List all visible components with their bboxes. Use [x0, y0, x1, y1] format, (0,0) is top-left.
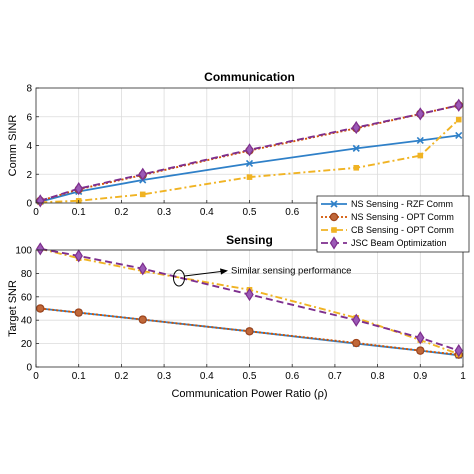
communication-series	[36, 98, 463, 208]
comm-xtick-label: 0.2	[114, 207, 128, 218]
comm-data-point	[352, 144, 360, 152]
sensing-data-point	[352, 338, 361, 348]
annotation-ellipse	[173, 269, 185, 287]
comm-data-point	[245, 143, 254, 157]
legend-marker	[331, 227, 337, 233]
communication-y-ticks: 0 2 4 6 8	[26, 84, 39, 210]
legend-item: JSC Beam Optimization	[321, 236, 447, 250]
sensing-grid	[36, 250, 463, 367]
comm-data-point	[36, 194, 45, 208]
sensing-data-point	[454, 344, 463, 358]
sensing-data-point	[36, 242, 45, 256]
comm-data-point	[417, 152, 424, 159]
sensing-data-point	[352, 313, 361, 327]
legend-marker	[330, 200, 338, 208]
legend-label: JSC Beam Optimization	[351, 238, 447, 248]
comm-sinr-ylabel: Comm SINR	[7, 115, 19, 177]
communication-title: Communication	[204, 70, 295, 84]
sensing-xtick-label: 0.3	[157, 371, 171, 382]
legend-items: NS Sensing - RZF Comm NS Sensing - OPT Co…	[321, 199, 454, 250]
sensing-data-point	[36, 304, 45, 313]
comm-data-point	[139, 191, 146, 198]
comm-xtick-label: 0	[33, 207, 39, 218]
sensing-series	[36, 242, 463, 359]
sensing-xtick-label: 0.7	[328, 371, 342, 382]
legend-label: NS Sensing - RZF Comm	[351, 199, 453, 209]
sensing-ytick-label: 0	[26, 363, 32, 374]
annotation-arrow-line	[184, 271, 222, 277]
comm-ytick-label: 6	[26, 112, 32, 123]
sensing-xtick-label: 0.5	[243, 371, 257, 382]
comm-ytick-label: 4	[26, 141, 32, 152]
comm-data-point	[246, 174, 253, 180]
legend-item: NS Sensing - OPT Comm	[321, 212, 454, 222]
sensing-xtick-label: 0.8	[371, 371, 385, 382]
legend-marker	[329, 212, 339, 222]
comm-data-point	[455, 116, 462, 123]
sensing-data-point	[74, 308, 83, 317]
comm-ytick-label: 2	[26, 170, 32, 181]
comm-xtick-label: 0.1	[72, 207, 86, 218]
sensing-xtick-label: 0.4	[200, 371, 214, 382]
annotation-text: Similar sensing performance	[231, 266, 351, 277]
legend-label: CB Sensing - OPT Comm	[351, 225, 454, 235]
sensing-xtick-label: 1	[460, 371, 466, 382]
sensing-title: Sensing	[226, 233, 273, 247]
sensing-ytick-label: 80	[21, 269, 33, 280]
sensing-ytick-label: 40	[21, 316, 33, 327]
comm-xtick-label: 0.5	[243, 207, 257, 218]
sensing-xtick-label: 0.2	[114, 371, 128, 382]
sensing-xtick-label: 0.6	[285, 371, 299, 382]
legend-item: CB Sensing - OPT Comm	[321, 225, 454, 235]
sensing-data-point	[74, 249, 83, 263]
legend-marker	[329, 236, 339, 250]
annotation-arrowhead	[220, 268, 228, 275]
sensing-data-point	[138, 262, 147, 276]
comm-data-point	[74, 182, 83, 196]
legend: NS Sensing - RZF Comm NS Sensing - OPT Co…	[316, 195, 470, 253]
comm-data-point	[352, 120, 361, 135]
comm-xtick-label: 0.4	[200, 207, 214, 218]
sensing-ytick-label: 100	[15, 246, 32, 257]
sensing-ytick-label: 60	[21, 292, 33, 303]
comm-series-3	[36, 98, 463, 208]
sensing-data-point	[245, 327, 254, 336]
sensing-ytick-label: 20	[21, 339, 33, 350]
sensing-data-point	[245, 287, 254, 302]
sensing-panel: 0 0.1 0.2 0.3 0.4 0.5 0.6 0.7 0.8 0.9 1 0 20 40 60 80 1…	[7, 233, 466, 400]
comm-data-point	[416, 107, 425, 121]
comm-data-point	[416, 136, 424, 145]
comm-ytick-label: 0	[26, 199, 32, 210]
comm-xtick-label: 0.6	[285, 207, 299, 218]
comm-data-point	[138, 167, 147, 181]
legend-box	[316, 195, 470, 253]
sensing-y-ticks: 0 20 40 60 80 100	[15, 246, 39, 374]
comm-xtick-label: 0.3	[157, 207, 171, 218]
sensing-data-point	[416, 331, 425, 345]
comm-data-point	[455, 131, 463, 140]
legend-label: NS Sensing - OPT Comm	[351, 212, 454, 222]
comm-data-point	[245, 159, 254, 168]
sensing-data-point	[416, 346, 425, 355]
communication-power-ratio-xlabel: Communication Power Ratio (ρ)	[171, 388, 327, 400]
comm-ytick-label: 8	[26, 84, 32, 95]
sensing-data-point	[138, 315, 147, 324]
comm-data-point	[454, 98, 463, 112]
sensing-x-ticks: 0 0.1 0.2 0.3 0.4 0.5 0.6 0.7 0.8 0.9 1	[33, 364, 466, 382]
target-snr-ylabel: Target SNR	[7, 280, 19, 337]
legend-item: NS Sensing - RZF Comm	[321, 199, 453, 209]
sensing-xtick-label: 0	[33, 371, 39, 382]
sensing-series-3	[36, 242, 463, 358]
sensing-xtick-label: 0.9	[413, 371, 427, 382]
sensing-xtick-label: 0.1	[72, 371, 86, 382]
comm-data-point	[353, 164, 360, 171]
